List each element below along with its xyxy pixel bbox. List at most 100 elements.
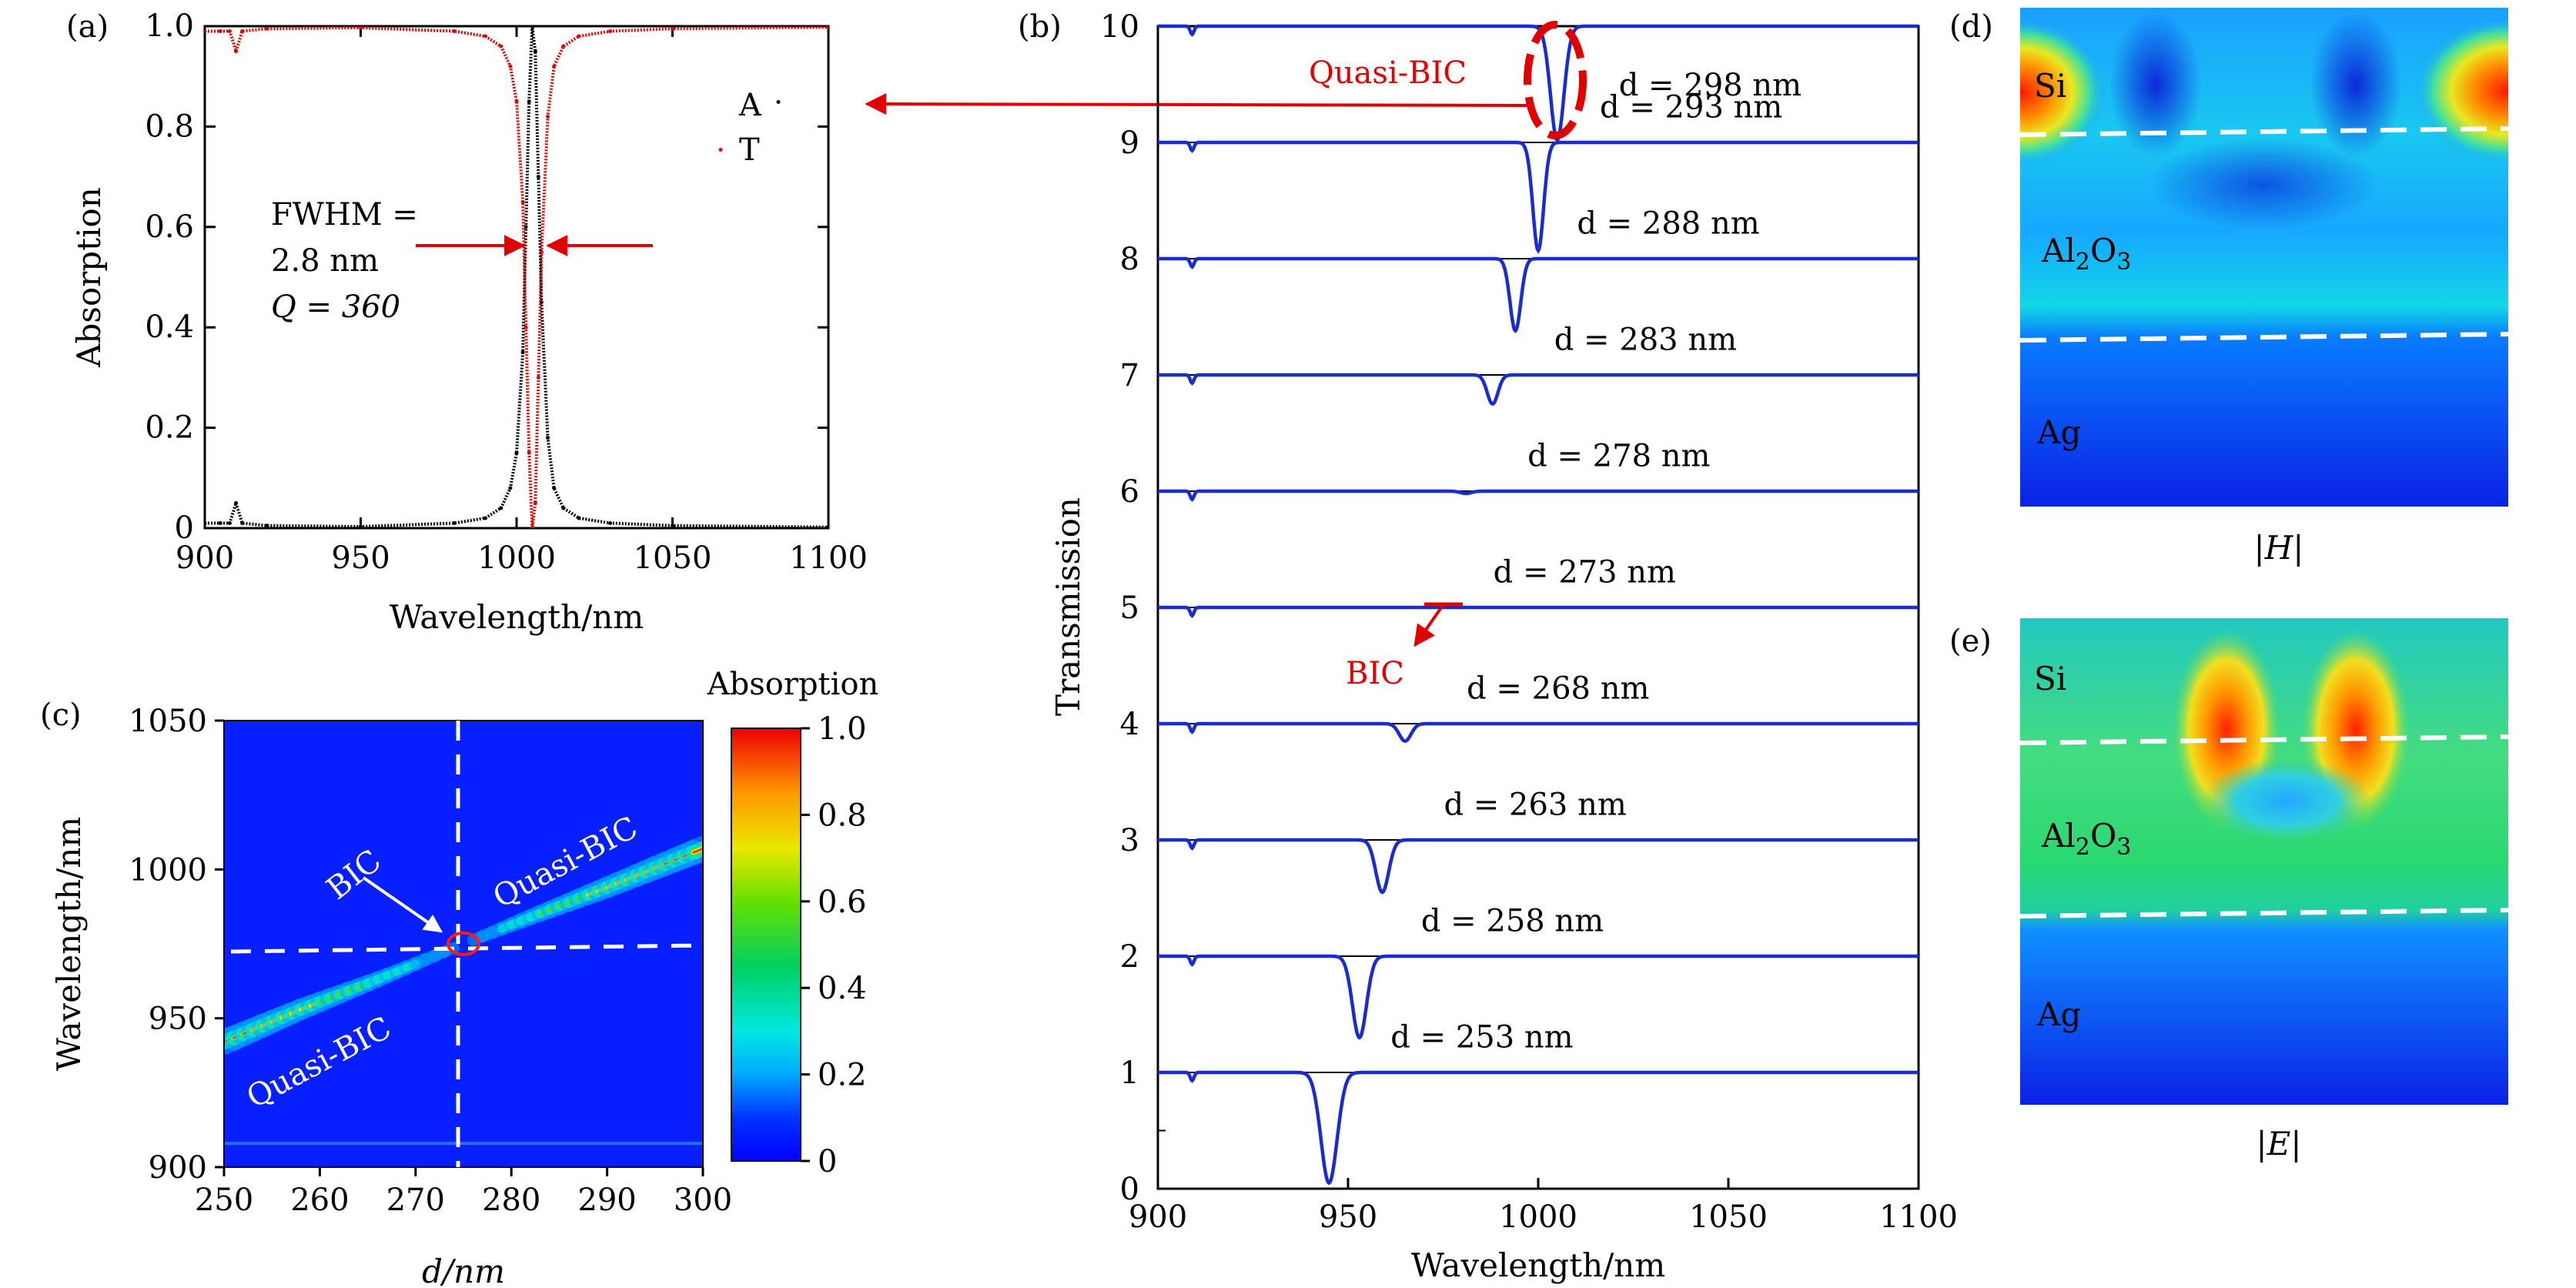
h-node-center bbox=[2148, 139, 2379, 231]
panel-b-series: d = 253 nm d = 258 nm d = 263 nm d = 268 nm… bbox=[1158, 24, 1919, 1186]
colorbar-tick-label: 0.8 bbox=[818, 798, 867, 833]
series-T-point bbox=[671, 26, 674, 31]
x-tick-label: 1050 bbox=[1689, 1199, 1768, 1235]
series-T-point bbox=[533, 500, 537, 505]
legend-a-dot: · bbox=[774, 85, 783, 119]
series-T-point bbox=[527, 450, 531, 455]
series-T-point bbox=[452, 29, 457, 34]
heatmap-band-segment bbox=[692, 848, 703, 854]
h-interface-si-al2o3 bbox=[2019, 126, 2509, 137]
colorbar-tick-label: 0.4 bbox=[818, 971, 867, 1006]
series-A-point bbox=[671, 524, 674, 528]
bic-horizontal-guide bbox=[230, 943, 704, 954]
series-T-point bbox=[608, 29, 612, 34]
y-tick-label: 0.4 bbox=[145, 309, 194, 345]
x-tick-label: 950 bbox=[1319, 1199, 1377, 1235]
heatmap-bic-arrow bbox=[362, 876, 443, 933]
series-A-point bbox=[530, 26, 534, 28]
series-T-point bbox=[227, 29, 232, 34]
h-hotspot-left bbox=[2020, 19, 2106, 166]
y-tick-label: 8 bbox=[1120, 242, 1139, 277]
series-A-point bbox=[359, 524, 363, 528]
y-tick-label: 6 bbox=[1120, 474, 1139, 510]
series-A-point bbox=[561, 506, 566, 510]
panel-b-xlabel: Wavelength/nm bbox=[1411, 1246, 1665, 1284]
panel-b-ylabel: Transmission bbox=[1049, 497, 1087, 716]
panel-a-series bbox=[205, 26, 828, 528]
series-label: d = 298 nm bbox=[1619, 68, 1802, 103]
x-tick-label: 900 bbox=[176, 540, 234, 576]
series-line bbox=[1158, 954, 1919, 1040]
panel-b-label: (b) bbox=[1018, 9, 1062, 45]
series-line bbox=[1158, 256, 1919, 333]
panel-e: (e) Si Al2O3 Ag |E| bbox=[1949, 618, 2509, 1163]
x-tick-label: 1100 bbox=[789, 540, 868, 576]
bic-marker bbox=[447, 932, 480, 956]
series-A-point bbox=[527, 99, 531, 104]
e-center-spot bbox=[2202, 758, 2371, 843]
series-label: d = 278 nm bbox=[1527, 439, 1710, 474]
series-T-point bbox=[265, 26, 269, 31]
y-tick-label: 1.0 bbox=[145, 8, 194, 44]
series-T-point bbox=[240, 29, 245, 34]
series-label: d = 268 nm bbox=[1467, 671, 1649, 707]
panel-d-label: (d) bbox=[1949, 9, 1993, 45]
e-layer-si: Si bbox=[2034, 660, 2066, 698]
y-tick-label: 9 bbox=[1120, 125, 1139, 161]
series-A-point bbox=[552, 486, 557, 490]
series-T-point bbox=[536, 375, 540, 380]
series-T-point bbox=[546, 114, 550, 119]
series-label: d = 253 nm bbox=[1390, 1020, 1573, 1055]
series-T-point bbox=[359, 26, 363, 30]
x-tick-label: 290 bbox=[577, 1183, 636, 1218]
y-tick-label: 4 bbox=[1120, 707, 1139, 742]
y-tick-label: 1 bbox=[1120, 1055, 1139, 1091]
panel-c-label: (c) bbox=[40, 698, 82, 733]
series-A-point bbox=[483, 516, 487, 520]
bic-label: BIC bbox=[1346, 656, 1404, 691]
series-A-point bbox=[508, 486, 513, 490]
series-T-point bbox=[205, 29, 207, 34]
h-layer-al2o3: Al2O3 bbox=[2041, 232, 2131, 276]
fwhm-label: FWHM = bbox=[271, 197, 418, 233]
y-tick-label: 0 bbox=[1120, 1172, 1139, 1207]
panel-e-label: (e) bbox=[1949, 624, 1992, 659]
colorbar-tick-label: 0.2 bbox=[818, 1058, 867, 1093]
y-tick-label: 2 bbox=[1120, 939, 1139, 975]
panel-c-frame bbox=[223, 720, 704, 1168]
series-label: d = 293 nm bbox=[1600, 90, 1782, 125]
panel-a-ylabel: Absorption bbox=[70, 187, 108, 368]
series-A-point bbox=[546, 436, 550, 440]
series-T-point bbox=[483, 34, 487, 38]
bic-arrow bbox=[1413, 603, 1445, 647]
colorbar-tick-label: 0.6 bbox=[818, 885, 867, 920]
fwhm-value: 2.8 nm bbox=[271, 243, 379, 279]
h-caption: |H| bbox=[2254, 529, 2304, 567]
legend-t-dot: · bbox=[716, 133, 725, 167]
panel-d: (d) Si Al2O3 Ag |H| bbox=[1949, 8, 2509, 567]
series-A-point bbox=[533, 49, 537, 54]
series-label: d = 258 nm bbox=[1421, 904, 1604, 939]
series-A-point bbox=[577, 516, 581, 520]
series-T-point bbox=[561, 44, 566, 49]
legend-a-label: A bbox=[738, 88, 762, 123]
x-tick-label: 1000 bbox=[1499, 1199, 1577, 1235]
series-A-point bbox=[227, 520, 232, 525]
colorbar-title: Absorption bbox=[707, 667, 879, 702]
link-arrow bbox=[865, 93, 1533, 115]
series-T-point bbox=[499, 44, 503, 49]
series-A-point bbox=[499, 506, 503, 510]
series-line bbox=[1158, 1070, 1919, 1186]
x-tick-label: 250 bbox=[195, 1183, 253, 1218]
panel-a-label: (a) bbox=[66, 9, 109, 45]
h-node-left bbox=[2109, 12, 2202, 158]
x-tick-label: 1000 bbox=[477, 540, 556, 576]
colorbar-tick-label: 1.0 bbox=[818, 711, 867, 747]
series-line bbox=[1158, 140, 1919, 254]
series-A-point bbox=[234, 500, 238, 505]
series-T-point bbox=[514, 99, 519, 104]
heatmap-band bbox=[224, 835, 703, 1146]
x-tick-label: 270 bbox=[386, 1183, 445, 1218]
series-A-point bbox=[520, 350, 525, 355]
